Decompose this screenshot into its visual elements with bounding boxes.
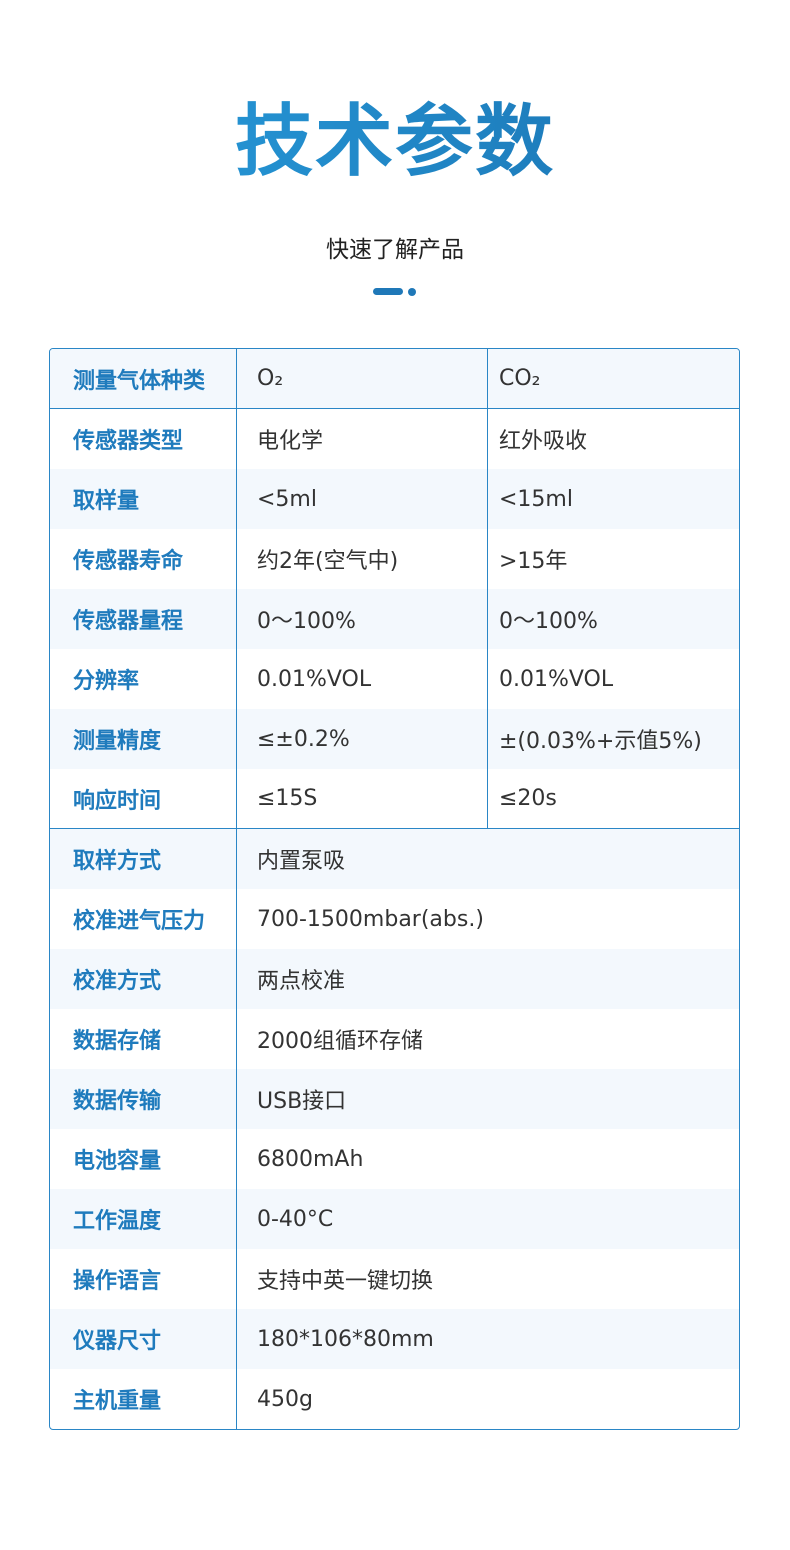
row-label: 取样量: [50, 469, 237, 529]
co2-value: <15ml: [499, 486, 573, 512]
o2-value: 电化学: [237, 409, 488, 469]
row-label: 仪器尺寸: [50, 1309, 237, 1369]
row-label: 校准方式: [50, 949, 237, 1009]
row-label: 数据存储: [50, 1009, 237, 1069]
row-value: USB接口: [257, 1089, 347, 1114]
o2-value: 约2年(空气中): [237, 529, 488, 589]
co2-value: 0.01%VOL: [499, 666, 614, 692]
row-label: 测量精度: [50, 709, 237, 769]
co2-value: 0～100%: [499, 609, 598, 634]
table-row: 操作语言 支持中英一键切换: [50, 1249, 739, 1309]
row-label: 分辨率: [50, 649, 237, 709]
row-value: 700-1500mbar(abs.): [257, 906, 484, 932]
row-label: 主机重量: [50, 1369, 237, 1429]
table-row: 仪器尺寸 180*106*80mm: [50, 1309, 739, 1369]
table-row: 主机重量 450g: [50, 1369, 739, 1429]
table-row: 测量气体种类 O₂ CO₂: [50, 349, 739, 409]
table-row: 测量精度 ≤±0.2% ±(0.03%+示值5%): [50, 709, 739, 769]
table-row: 电池容量 6800mAh: [50, 1129, 739, 1189]
row-label: 测量气体种类: [50, 349, 237, 408]
o2-value: 0～100%: [237, 589, 488, 649]
row-value: 两点校准: [257, 969, 346, 994]
o2-value: ≤15S: [237, 769, 488, 828]
row-value: 2000组循环存储: [257, 1029, 423, 1054]
page-subtitle: 快速了解产品: [326, 237, 464, 263]
row-label: 操作语言: [50, 1249, 237, 1309]
co2-value: ±(0.03%+示值5%): [499, 729, 702, 754]
row-value: 支持中英一键切换: [257, 1269, 434, 1294]
table-row: 数据传输 USB接口: [50, 1069, 739, 1129]
row-value: 180*106*80mm: [257, 1326, 434, 1352]
o2-value: <5ml: [237, 469, 488, 529]
table-row: 分辨率 0.01%VOL 0.01%VOL: [50, 649, 739, 709]
page-title: 技术参数: [0, 92, 790, 192]
table-row: 传感器量程 0～100% 0～100%: [50, 589, 739, 649]
table-row: 取样方式 内置泵吸: [50, 829, 739, 889]
table-row: 取样量 <5ml <15ml: [50, 469, 739, 529]
row-label: 传感器寿命: [50, 529, 237, 589]
row-label: 数据传输: [50, 1069, 237, 1129]
row-label: 取样方式: [50, 829, 237, 889]
row-value: 450g: [257, 1386, 313, 1412]
row-value: 0-40°C: [257, 1206, 334, 1232]
table-row: 工作温度 0-40°C: [50, 1189, 739, 1249]
spec-table: 测量气体种类 O₂ CO₂ 传感器类型 电化学 红外吸收 取样量 <5ml <15ml 传感器寿命…: [49, 348, 740, 1430]
row-label: 传感器类型: [50, 409, 237, 469]
o2-value: ≤±0.2%: [237, 709, 488, 769]
co2-value: 红外吸收: [499, 429, 588, 454]
row-label: 工作温度: [50, 1189, 237, 1249]
row-value: 6800mAh: [257, 1146, 364, 1172]
o2-value: O₂: [237, 349, 488, 408]
table-row: 数据存储 2000组循环存储: [50, 1009, 739, 1069]
row-label: 校准进气压力: [50, 889, 237, 949]
row-label: 电池容量: [50, 1129, 237, 1189]
table-row: 传感器寿命 约2年(空气中) >15年: [50, 529, 739, 589]
row-label: 响应时间: [50, 769, 237, 828]
co2-value: >15年: [499, 549, 568, 574]
o2-value: 0.01%VOL: [237, 649, 488, 709]
table-row: 传感器类型 电化学 红外吸收: [50, 409, 739, 469]
co2-value: ≤20s: [499, 786, 557, 811]
row-value: 内置泵吸: [257, 849, 346, 874]
co2-value: CO₂: [499, 366, 541, 391]
row-label: 传感器量程: [50, 589, 237, 649]
table-row: 响应时间 ≤15S ≤20s: [50, 769, 739, 829]
table-row: 校准方式 两点校准: [50, 949, 739, 1009]
table-row: 校准进气压力 700-1500mbar(abs.): [50, 889, 739, 949]
